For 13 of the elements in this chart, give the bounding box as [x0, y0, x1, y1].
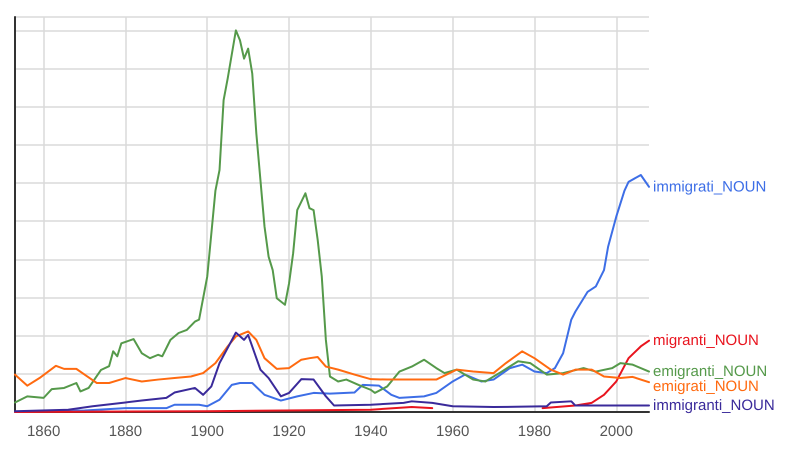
x-tick-label: 1980	[518, 423, 552, 440]
x-tick-label: 1920	[272, 423, 306, 440]
series-label: immigrati_NOUN	[653, 178, 766, 196]
x-tick-label: 1940	[354, 423, 388, 440]
series-label: emigranti_NOUN	[653, 363, 768, 380]
series-label: migranti_NOUN	[653, 332, 759, 350]
x-tick-label: 1880	[108, 423, 142, 440]
x-tick-label: 1860	[26, 423, 60, 440]
series-label: emigrati_NOUN	[653, 378, 759, 396]
x-tick-label: 1960	[436, 423, 470, 440]
x-tick-label: 1900	[190, 423, 224, 440]
x-tick-label: 2000	[600, 423, 633, 440]
series-label: immigranti_NOUN	[653, 397, 775, 414]
